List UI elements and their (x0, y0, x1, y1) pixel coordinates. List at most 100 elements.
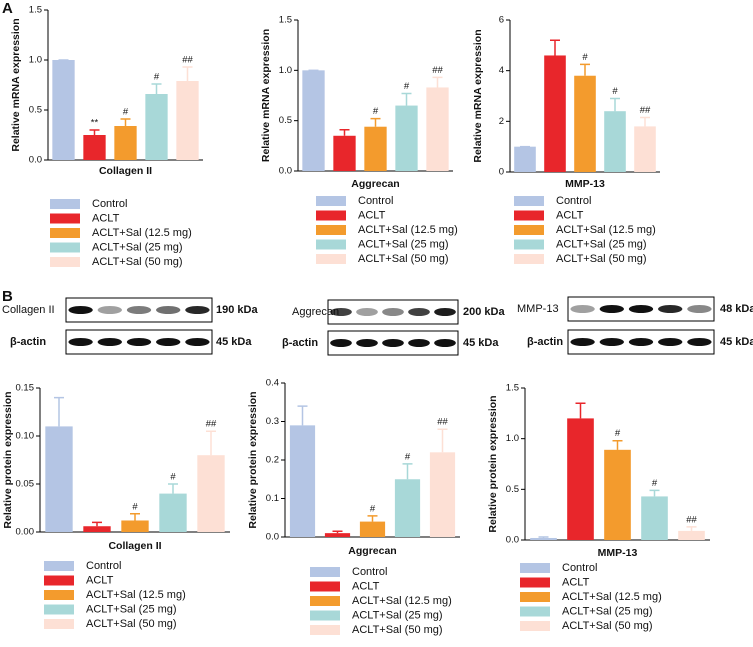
legend-label: ACLT (352, 580, 380, 592)
panel-label: B (2, 288, 13, 305)
legend-swatch (514, 210, 544, 221)
bar (83, 526, 111, 532)
y-axis-label: Relative protein expression (2, 391, 14, 528)
legend-label: ACLT+Sal (25 mg) (556, 238, 647, 250)
legend-swatch (50, 213, 80, 224)
legend-label: ACLT+Sal (50 mg) (562, 620, 653, 632)
legend-swatch (44, 604, 74, 615)
y-tick-label: 2 (499, 116, 504, 127)
error-bar (182, 66, 193, 81)
error-bar (332, 530, 343, 534)
bar (45, 426, 73, 532)
y-tick-label: 0.3 (266, 416, 279, 427)
blot-band (434, 339, 456, 347)
x-axis-label: Aggrecan (348, 545, 396, 557)
significance: ## (640, 105, 651, 116)
y-axis-label: Relative mRNA expression (472, 29, 484, 162)
blot-band (185, 306, 210, 314)
bar (121, 520, 149, 532)
blot-label: β-actin (282, 337, 318, 349)
error-bar (297, 405, 308, 426)
y-tick-label: 0.5 (279, 115, 292, 126)
significance: # (154, 72, 160, 83)
legend-swatch (44, 619, 74, 629)
bar (197, 455, 225, 532)
y-tick-label: 4 (499, 65, 504, 76)
blot-band (156, 338, 181, 346)
legend-swatch (520, 577, 550, 588)
legend-swatch (316, 210, 346, 221)
significance: ## (206, 419, 217, 430)
significance: # (582, 52, 588, 63)
legend-label: ACLT (92, 212, 120, 224)
y-axis-label: Relative mRNA expression (10, 18, 22, 151)
blot-band (658, 305, 683, 313)
significance: # (615, 428, 621, 439)
error-bar (92, 521, 102, 527)
bar (604, 449, 631, 540)
legend-label: ACLT (562, 576, 590, 588)
y-tick-label: 0.4 (266, 378, 279, 389)
legend-swatch (520, 606, 550, 617)
legend-swatch (44, 575, 74, 586)
y-tick-label: 1.0 (29, 55, 42, 66)
bar (83, 135, 106, 160)
legend-label: ACLT+Sal (12.5 mg) (556, 224, 656, 236)
error-bar (550, 39, 560, 56)
legend-label: ACLT+Sal (25 mg) (358, 238, 449, 250)
y-axis-label: Relative mRNA expression (260, 29, 272, 162)
significance: # (370, 503, 376, 514)
blot-band (408, 308, 430, 316)
blot-label: Aggrecan (292, 306, 339, 318)
bar (176, 81, 199, 160)
error-bar (402, 463, 413, 480)
legend-swatch (310, 567, 340, 577)
legend-label: ACLT (556, 209, 584, 221)
significance: # (404, 81, 410, 92)
error-bar (168, 483, 178, 494)
y-axis-label: Relative protein expression (487, 395, 499, 532)
bar (567, 418, 594, 540)
error-bar (649, 489, 660, 497)
bar (544, 55, 566, 172)
error-bar (612, 439, 623, 450)
legend-swatch (316, 225, 346, 235)
legend-label: Control (86, 560, 121, 572)
blot-band (687, 338, 712, 346)
legend-swatch (316, 239, 346, 250)
bar (641, 496, 668, 540)
legend-swatch (316, 196, 346, 206)
y-tick-label: 0.05 (16, 479, 35, 490)
bar (426, 87, 449, 171)
blot-label: MMP-13 (517, 303, 559, 315)
blot-band (687, 305, 712, 313)
y-tick-label: 1.5 (279, 15, 292, 26)
significance: ## (182, 55, 193, 66)
x-axis-label: Aggrecan (351, 178, 399, 190)
y-tick-label: 0.2 (266, 455, 279, 466)
legend-label: ACLT+Sal (50 mg) (358, 253, 449, 265)
legend-swatch (310, 625, 340, 635)
blot-band (330, 339, 352, 347)
bar (359, 521, 386, 537)
blot-kda: 48 kDa (720, 303, 753, 315)
legend-label: Control (92, 198, 127, 210)
blot-band (599, 338, 624, 346)
blot-kda: 190 kDa (216, 304, 258, 316)
legend-label: ACLT+Sal (25 mg) (352, 609, 443, 621)
legend-swatch (310, 610, 340, 621)
blot-label: Collagen II (2, 304, 55, 316)
blot-kda: 200 kDa (463, 306, 505, 318)
legend-swatch (514, 239, 544, 250)
bar (574, 75, 596, 172)
error-bar (370, 117, 381, 127)
legend-label: ACLT+Sal (12.5 mg) (92, 227, 192, 239)
y-tick-label: 0.15 (16, 383, 35, 394)
legend-label: ACLT+Sal (12.5 mg) (86, 589, 186, 601)
error-bar (640, 116, 650, 127)
x-axis-label: Collagen II (99, 165, 152, 177)
legend-label: ACLT+Sal (25 mg) (92, 241, 183, 253)
error-bar (538, 536, 549, 538)
legend-swatch (520, 592, 550, 602)
legend-swatch (50, 242, 80, 253)
